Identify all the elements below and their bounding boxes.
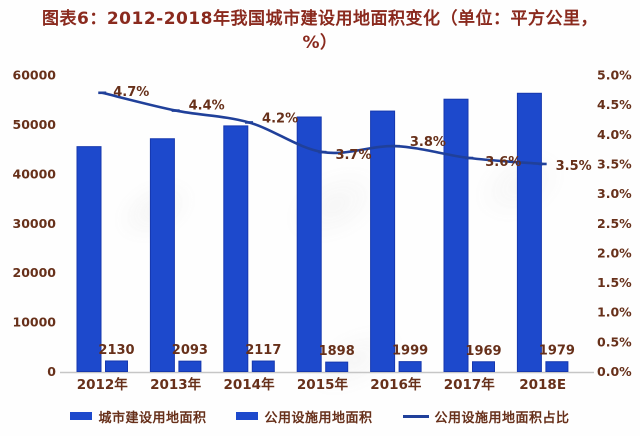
bar-value-label: 1898: [319, 344, 355, 359]
y-right-tick-label: 3.0%: [597, 186, 632, 201]
legend-item: 公用设施用地面积占比: [402, 407, 570, 426]
x-tick-label: 2018E: [519, 377, 566, 393]
y-right-tick-label: 5.0%: [597, 68, 632, 83]
bar-city-land: [223, 125, 249, 372]
y-right-tick-label: 4.0%: [597, 127, 632, 142]
y-right-tick-label: 0.5%: [597, 334, 632, 349]
y-left-tick-label: 0: [47, 364, 56, 379]
line-value-label: 4.2%: [262, 111, 298, 126]
bar-city-land: [296, 116, 322, 372]
y-left-tick-label: 30000: [13, 216, 57, 231]
bar-value-label: 1969: [465, 344, 501, 359]
line-value-label: 3.8%: [410, 135, 446, 150]
bar-public-facility-land: [105, 360, 128, 372]
bar-public-facility-land: [251, 360, 275, 372]
y-left-tick-label: 40000: [13, 166, 57, 181]
line-value-label: 3.5%: [556, 159, 592, 174]
bar-city-land: [443, 98, 469, 372]
x-tick-label: 2014年: [224, 376, 276, 393]
y-right-tick-label: 4.5%: [597, 97, 632, 112]
y-right-tick-label: 3.5%: [597, 156, 632, 171]
bar-value-label: 1999: [392, 344, 428, 359]
line-value-label: 3.7%: [335, 148, 371, 163]
bar-public-facility-land: [398, 361, 422, 373]
chart-title: 图表6：2012-2018年我国城市建设用地面积变化（单位：平方公里，%）: [42, 9, 599, 53]
bar-city-land: [149, 138, 175, 372]
y-right-tick-label: 1.0%: [597, 305, 632, 320]
line-value-label: 4.7%: [113, 85, 149, 100]
bar-public-facility-land: [325, 361, 349, 373]
y-left-tick-label: 60000: [13, 68, 57, 83]
bar-value-label: 2093: [172, 343, 208, 358]
y-left-tick-label: 20000: [13, 265, 57, 280]
line-value-label: 4.4%: [189, 99, 225, 114]
y-left-tick-label: 10000: [13, 315, 57, 330]
chart-legend: 城市建设用地面积 公用设施用地面积 公用设施用地面积占比: [0, 403, 640, 429]
x-tick-label: 2015年: [297, 376, 349, 393]
x-tick-label: 2012年: [77, 376, 129, 393]
y-right-tick-label: 1.5%: [597, 275, 632, 290]
legend-bar-swatch: [70, 412, 93, 420]
bar-city-land: [370, 110, 396, 373]
y-right-tick-label: 0.0%: [597, 364, 632, 379]
y-right-tick-label: 2.5%: [597, 216, 632, 231]
bar-public-facility-land: [472, 361, 495, 373]
bar-city-land: [76, 146, 102, 372]
bar-public-facility-land: [178, 360, 202, 373]
legend-label: 城市建设用地面积: [98, 410, 207, 426]
x-tick-label: 2017年: [444, 376, 496, 393]
legend-item: 城市建设用地面积: [70, 407, 206, 426]
y-right-tick-label: 2.0%: [597, 245, 632, 260]
legend-line-swatch: [402, 414, 429, 418]
y-left-tick-label: 50000: [13, 117, 57, 132]
line-value-label: 3.6%: [485, 155, 521, 170]
x-tick-label: 2016年: [370, 376, 422, 393]
legend-label: 公用设施用地面积: [264, 410, 373, 426]
bar-city-land: [516, 92, 542, 372]
legend-item: 公用设施用地面积: [236, 407, 372, 426]
legend-label: 公用设施用地面积占比: [434, 410, 570, 426]
x-tick-label: 2013年: [150, 376, 202, 393]
bar-value-label: 2130: [98, 343, 134, 358]
bar-public-facility-land: [545, 361, 569, 372]
bar-value-label: 1979: [539, 344, 575, 359]
bar-value-label: 2117: [245, 343, 281, 358]
legend-bar-swatch: [236, 412, 259, 420]
